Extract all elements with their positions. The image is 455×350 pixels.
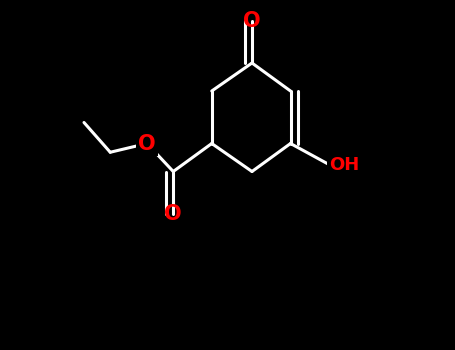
Text: O: O: [243, 11, 261, 31]
Text: O: O: [164, 203, 182, 224]
Text: O: O: [138, 133, 156, 154]
Text: OH: OH: [329, 155, 359, 174]
